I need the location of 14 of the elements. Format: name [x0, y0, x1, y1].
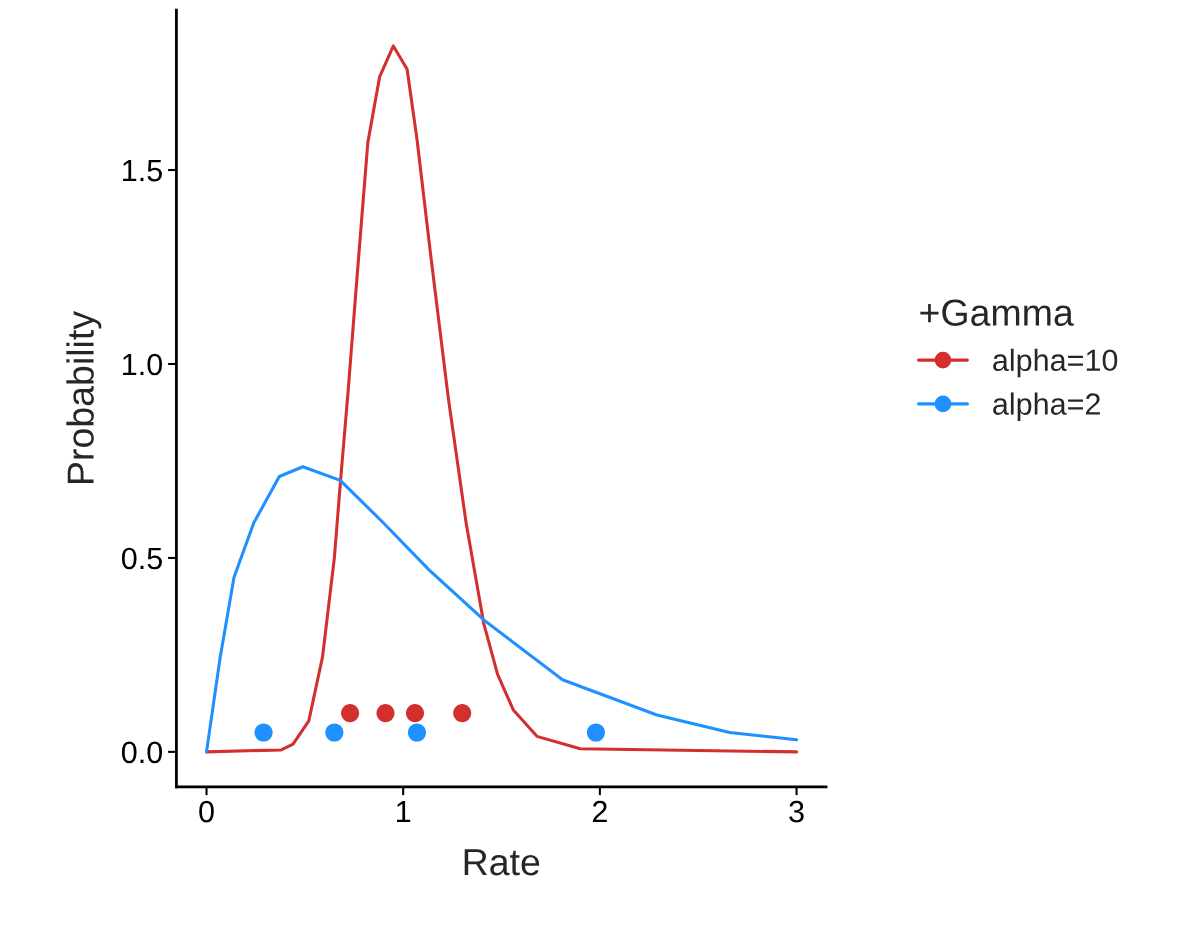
x-tick-label: 3 [789, 800, 804, 823]
line-series [204, 465, 799, 754]
x-axis-title: Rate [464, 849, 540, 876]
legend-label: alpha=10 [993, 348, 1118, 378]
x-tick-label: 1 [397, 801, 411, 823]
x-tick-label: 0 [199, 800, 214, 823]
y-tick-label: 1.0 [123, 353, 163, 376]
y-axis-title: Probability [66, 311, 102, 483]
legend-title: +Gamma [920, 299, 1074, 326]
y-tick-label: 1.5 [123, 160, 162, 182]
y-tick-label: 0.5 [121, 547, 162, 570]
x-tick-label: 2 [592, 800, 607, 823]
y-tick-label: 0.0 [121, 741, 163, 764]
legend-label: alpha=2 [993, 392, 1100, 421]
